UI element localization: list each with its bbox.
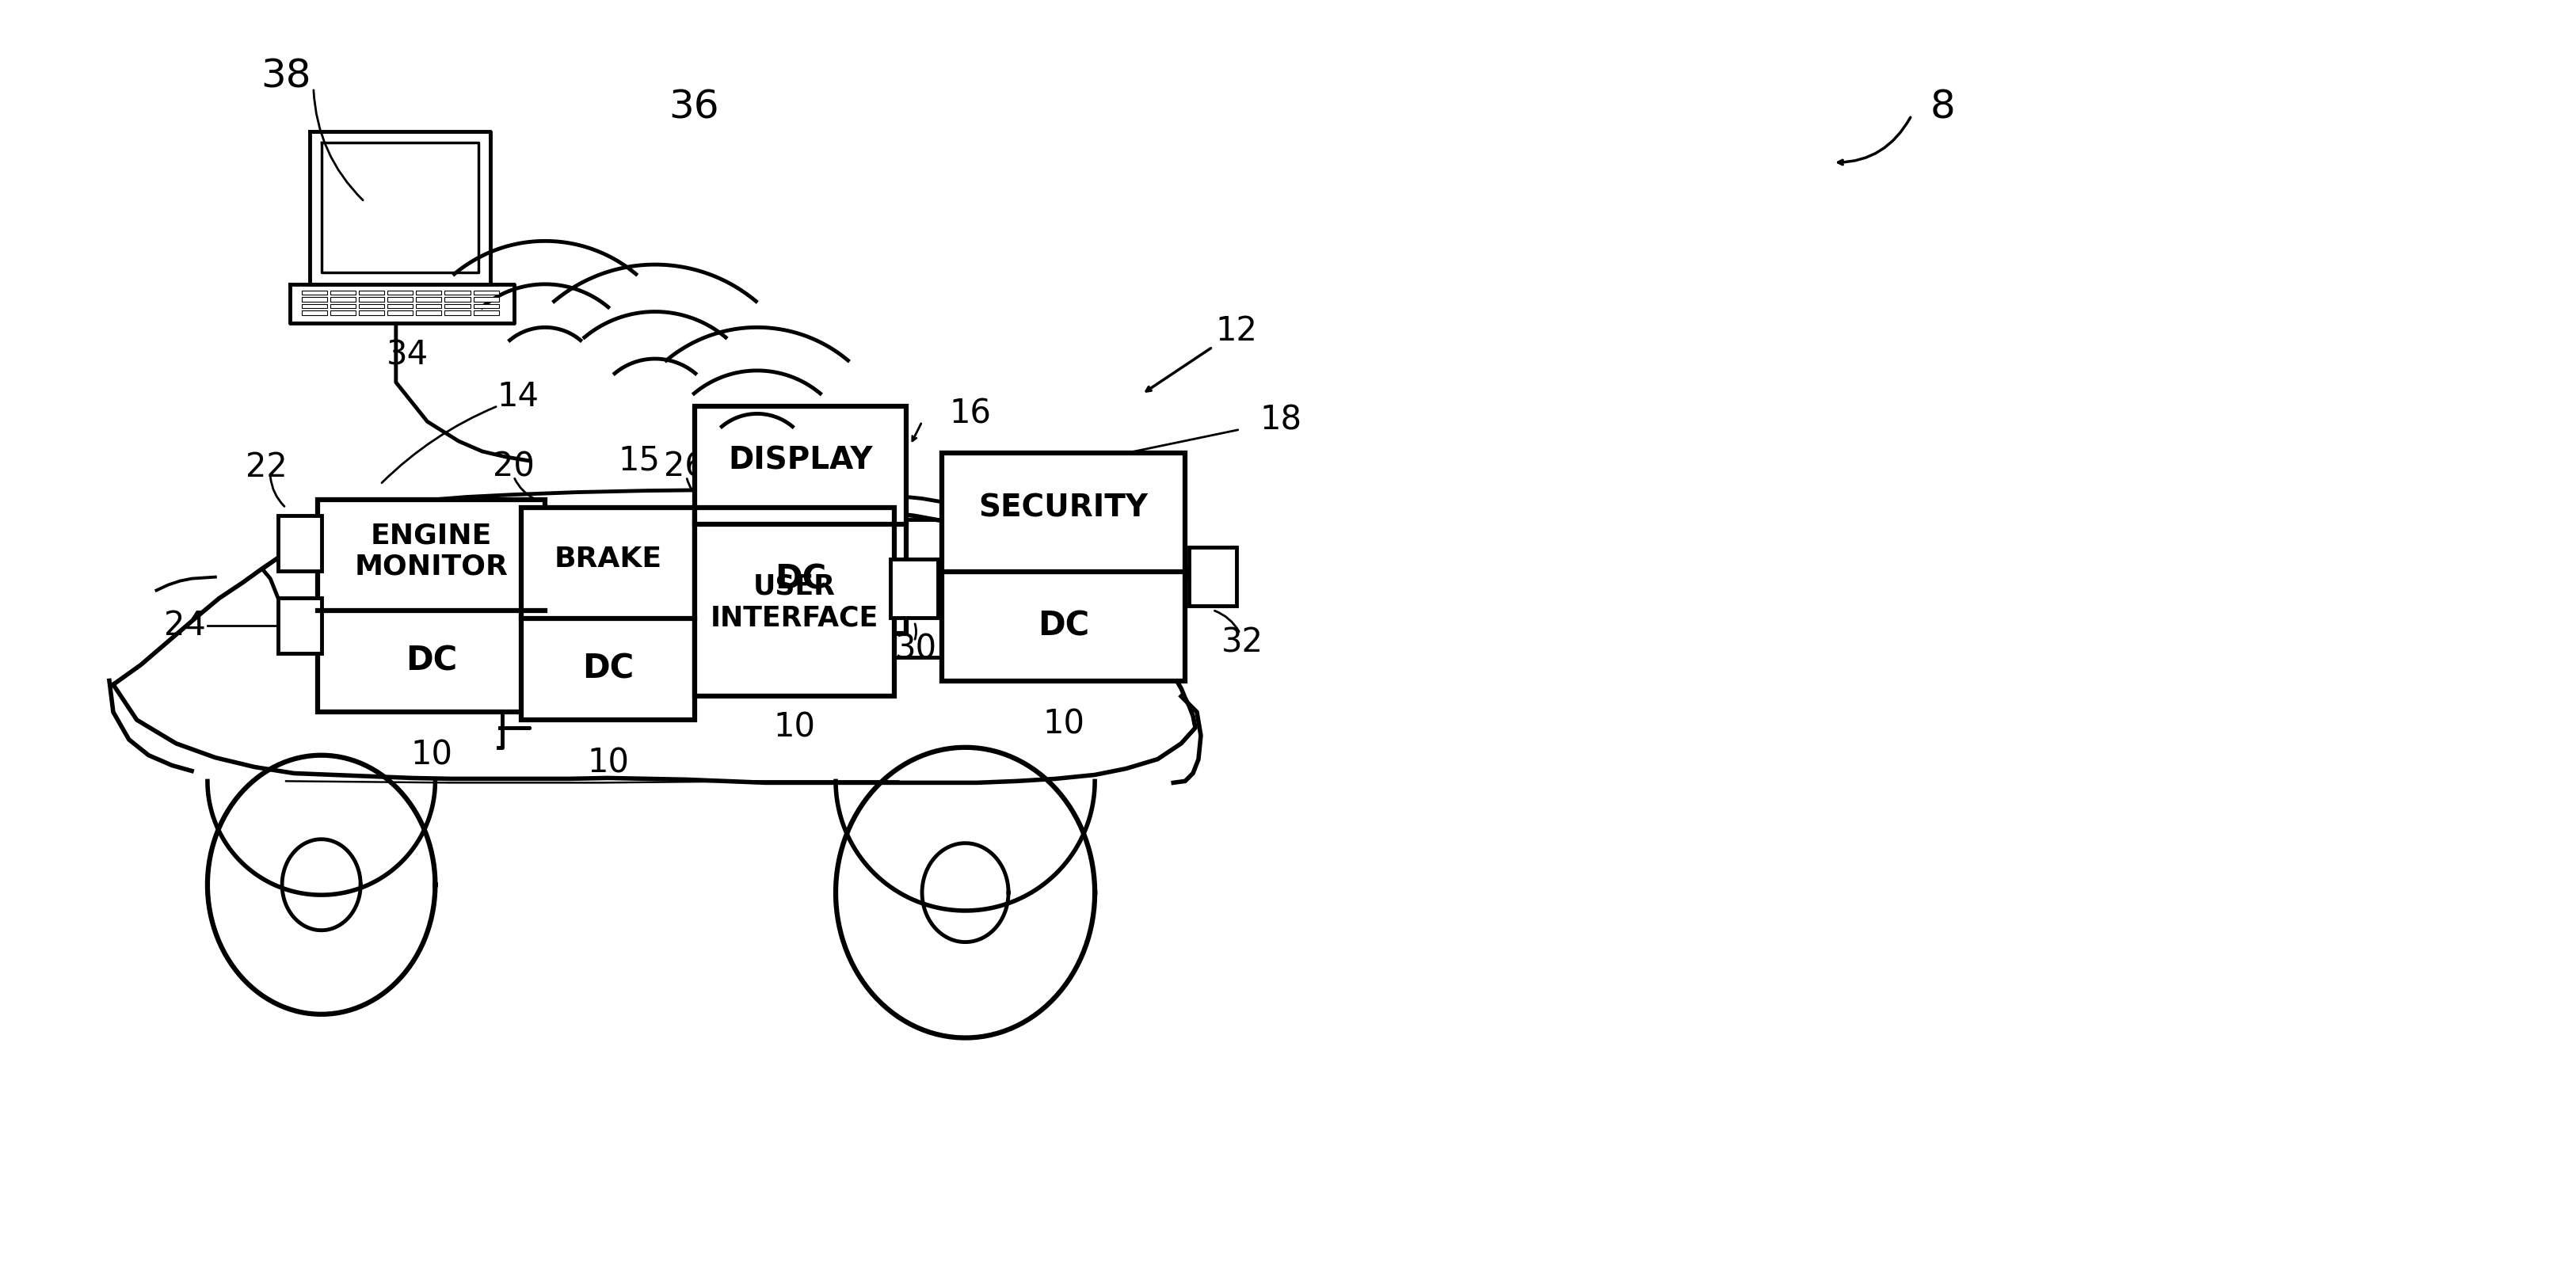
Bar: [317, 500, 546, 712]
Bar: [446, 291, 471, 295]
Text: 16: 16: [951, 397, 992, 431]
Bar: [696, 508, 894, 697]
Text: 10: 10: [1043, 707, 1084, 741]
Text: 20: 20: [492, 450, 536, 484]
Bar: [301, 310, 327, 315]
Bar: [1190, 548, 1236, 606]
Text: 10: 10: [587, 746, 629, 779]
Text: 8: 8: [1929, 89, 1955, 127]
Bar: [696, 405, 907, 633]
Bar: [301, 291, 327, 295]
Bar: [446, 304, 471, 308]
Text: 10: 10: [747, 648, 788, 681]
Bar: [330, 297, 355, 301]
Text: USER
INTERFACE: USER INTERFACE: [711, 573, 878, 632]
Text: 26: 26: [665, 450, 706, 484]
Text: 30: 30: [894, 633, 938, 666]
Bar: [474, 304, 500, 308]
Text: 12: 12: [1216, 315, 1257, 348]
Bar: [278, 599, 322, 653]
Text: 28: 28: [474, 633, 515, 666]
Bar: [446, 297, 471, 301]
Text: 18: 18: [1260, 403, 1301, 437]
Bar: [301, 297, 327, 301]
Bar: [330, 310, 355, 315]
Text: 14: 14: [497, 380, 538, 413]
Text: DISPLAY: DISPLAY: [729, 445, 873, 475]
Bar: [386, 291, 412, 295]
Bar: [330, 291, 355, 295]
Text: 15: 15: [618, 444, 659, 478]
Bar: [301, 304, 327, 308]
Bar: [446, 310, 471, 315]
Text: 10: 10: [410, 738, 453, 771]
Bar: [358, 310, 384, 315]
Bar: [891, 559, 938, 618]
Text: 34: 34: [386, 338, 428, 371]
Bar: [474, 297, 500, 301]
Bar: [474, 291, 500, 295]
Bar: [358, 304, 384, 308]
Bar: [417, 304, 440, 308]
Text: SECURITY: SECURITY: [979, 493, 1149, 522]
Bar: [386, 297, 412, 301]
Bar: [417, 297, 440, 301]
Text: 24: 24: [165, 609, 206, 642]
Text: 36: 36: [670, 89, 719, 127]
Text: BRAKE: BRAKE: [554, 545, 662, 572]
Bar: [278, 516, 322, 571]
Bar: [386, 304, 412, 308]
Bar: [417, 291, 440, 295]
Text: 22: 22: [245, 450, 289, 484]
Bar: [330, 304, 355, 308]
Text: DC: DC: [404, 644, 456, 677]
Text: 32: 32: [1221, 627, 1262, 660]
Text: DC: DC: [1038, 609, 1090, 643]
Bar: [386, 310, 412, 315]
Bar: [417, 310, 440, 315]
Text: 10: 10: [773, 710, 817, 745]
Text: DC: DC: [775, 562, 827, 596]
Text: 38: 38: [260, 57, 312, 95]
Text: ENGINE
MONITOR: ENGINE MONITOR: [355, 522, 507, 580]
Bar: [474, 310, 500, 315]
Text: DC: DC: [582, 652, 634, 685]
Bar: [943, 452, 1185, 681]
Bar: [358, 291, 384, 295]
Bar: [520, 508, 696, 719]
Bar: [358, 297, 384, 301]
